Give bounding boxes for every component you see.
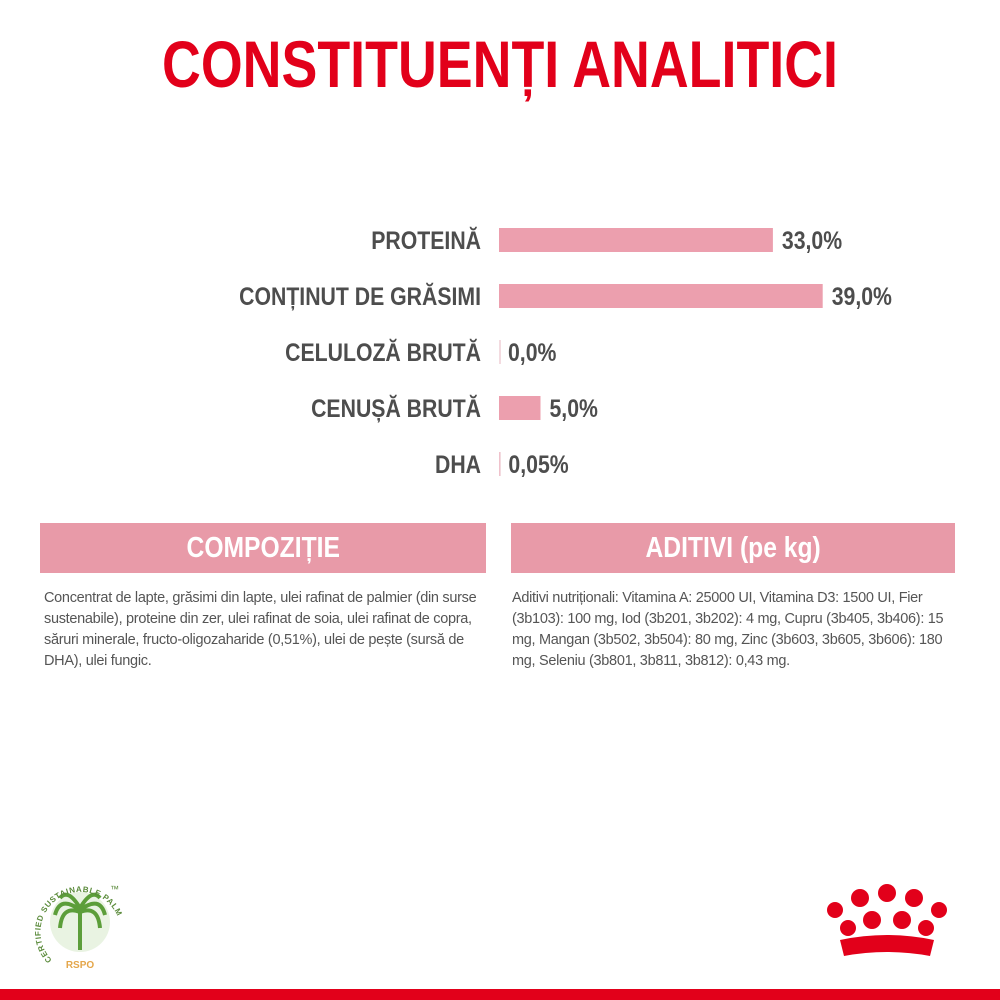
rspo-ring-path: CERTIFIED SUSTAINABLE PALM OIL	[0, 0, 123, 965]
value-label: 0,0%	[508, 338, 556, 366]
trademark: ™	[110, 884, 119, 894]
bar	[499, 228, 773, 252]
value-label: 33,0%	[782, 226, 842, 254]
palm-icon	[53, 892, 107, 950]
rspo-logo: CERTIFIED SUSTAINABLE PALM OIL ™ RSPO	[0, 0, 124, 971]
value-label-group: 0,0%	[508, 338, 556, 366]
composition-text: Concentrat de lapte, grăsimi din lapte, …	[44, 590, 477, 669]
bar-baseline	[499, 340, 501, 364]
rspo-text: RSPO	[66, 960, 95, 971]
bar-chart: PROTEINĂ 33,0% CONȚINUT DE GRĂSIMI 39,0% CEL…	[239, 225, 892, 478]
additives-heading: ADITIVI (pe kg)	[511, 523, 955, 573]
value-label-group: 0,05%	[508, 450, 568, 478]
bar	[499, 284, 823, 308]
category-label: PROTEINĂ	[371, 225, 481, 254]
value-label-group: 5,0%	[550, 394, 598, 422]
additives-text: Aditivi nutriționali: Vitamina A: 25000 …	[512, 590, 944, 669]
composition-heading-text: COMPOZIȚIE	[186, 531, 340, 564]
label-group: PROTEINĂ	[371, 225, 481, 254]
label-group: CONȚINUT DE GRĂSIMI	[239, 281, 481, 310]
bar-baseline	[499, 452, 501, 476]
category-label: DHA	[435, 450, 481, 478]
bar	[499, 396, 541, 420]
label-group: CELULOZĂ BRUTĂ	[285, 337, 481, 366]
value-label: 5,0%	[550, 394, 598, 422]
additives-heading-text: ADITIVI (pe kg)	[645, 531, 821, 564]
value-label: 39,0%	[832, 282, 892, 310]
category-label: CONȚINUT DE GRĂSIMI	[239, 281, 481, 310]
label-group: CENUȘĂ BRUTĂ	[311, 393, 481, 423]
composition-heading: COMPOZIȚIE	[40, 523, 486, 573]
value-label-group: 33,0%	[782, 226, 842, 254]
brand-logo	[827, 884, 947, 956]
category-label: CELULOZĂ BRUTĂ	[285, 337, 481, 366]
value-label-group: 39,0%	[832, 282, 892, 310]
page-title: CONSTITUENȚI ANALITICI	[162, 27, 838, 102]
label-group: DHA	[435, 450, 481, 478]
value-label: 0,05%	[508, 450, 568, 478]
category-label: CENUȘĂ BRUTĂ	[311, 393, 481, 423]
rspo-ring-text: CERTIFIED SUSTAINABLE PALM OIL	[0, 0, 124, 965]
bottom-bar	[0, 989, 1000, 1000]
